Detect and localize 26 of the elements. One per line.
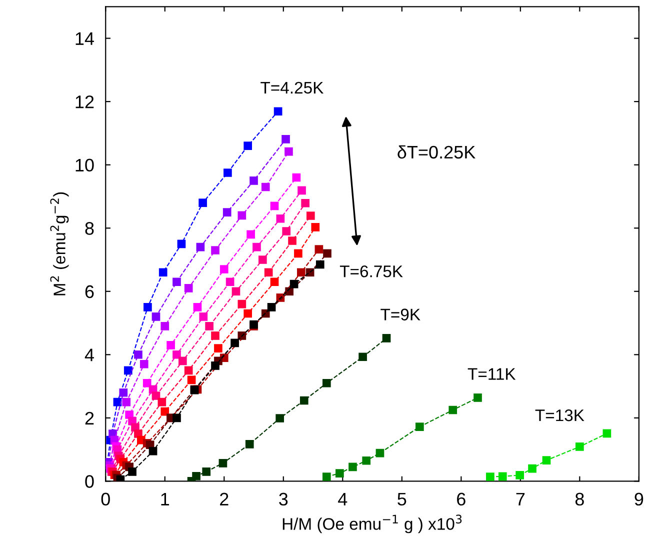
y-tick-label: 12 xyxy=(76,96,94,108)
x-tick-label: 3 xyxy=(279,492,288,506)
y-tick-label: 14 xyxy=(76,32,94,45)
series-label: T=4.25K xyxy=(260,82,324,94)
x-tick-label: 4 xyxy=(338,492,348,506)
x-tick-label: 7 xyxy=(516,492,525,506)
y-tick-label: 8 xyxy=(85,222,94,235)
annotation: δT=0.25K xyxy=(398,145,476,159)
y-tick-label: 4 xyxy=(84,348,94,362)
y-tick-label: 2 xyxy=(85,412,94,424)
x-tick-label: 6 xyxy=(457,492,466,506)
y-axis-title: M$^{2}$ (emu$^{2}$g$^{−2}$) xyxy=(50,192,69,296)
x-tick-label: 8 xyxy=(575,492,584,506)
series-label: T=9K xyxy=(380,308,420,320)
x-tick-label: 5 xyxy=(398,492,406,506)
y-tick-label: 6 xyxy=(85,285,94,298)
x-axis-title: H/M (Oe emu$^{−1}$ g ) x10$^{3}$ xyxy=(282,514,462,534)
y-tick-label: 10 xyxy=(76,158,94,172)
x-tick-label: 0 xyxy=(101,492,110,506)
x-tick-label: 2 xyxy=(220,492,228,506)
series-label: T=13K xyxy=(535,409,584,422)
series-label: T=11K xyxy=(468,368,516,380)
series-label: T=6.75K xyxy=(340,265,403,278)
x-tick-label: 1 xyxy=(161,492,170,506)
y-tick-label: 0 xyxy=(85,475,94,488)
x-tick-label: 9 xyxy=(634,492,644,506)
